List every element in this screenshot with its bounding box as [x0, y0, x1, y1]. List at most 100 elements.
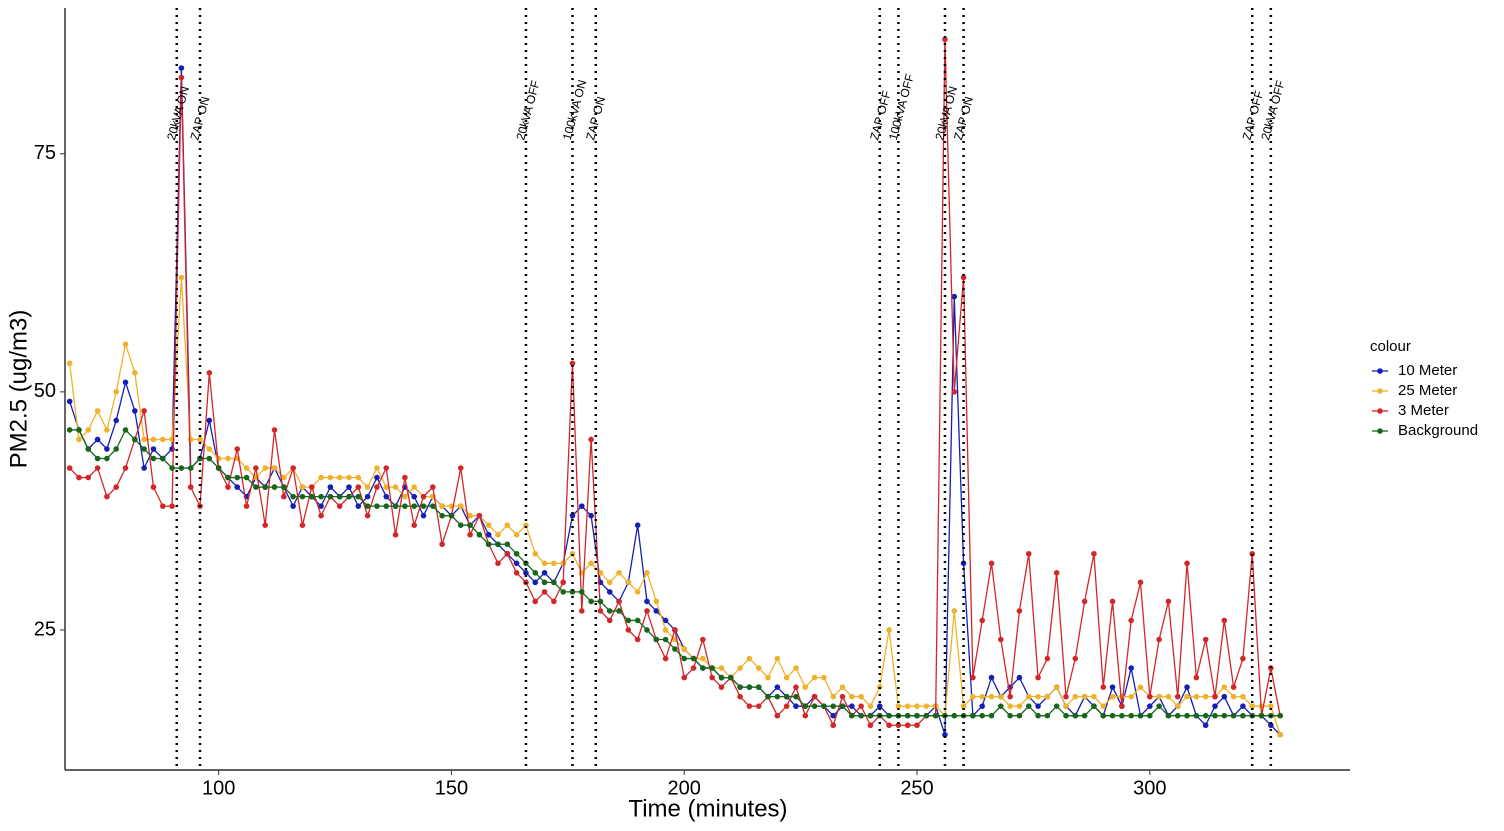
- data-point: [1109, 712, 1116, 719]
- data-point: [662, 617, 669, 624]
- data-point: [551, 560, 557, 567]
- data-point: [1221, 693, 1228, 700]
- data-point: [485, 531, 492, 538]
- data-point: [1174, 703, 1181, 709]
- data-point: [187, 484, 194, 490]
- data-point: [1156, 693, 1162, 700]
- data-point: [383, 493, 390, 500]
- data-point: [346, 484, 352, 490]
- data-point: [197, 455, 203, 462]
- data-point: [113, 417, 120, 424]
- data-point: [765, 674, 771, 681]
- data-point: [187, 436, 194, 443]
- data-point: [364, 484, 371, 490]
- data-point: [690, 655, 697, 662]
- data-point: [457, 522, 464, 529]
- event-label: ZAP ON: [583, 95, 608, 142]
- x-tick-label: 200: [668, 777, 701, 799]
- data-point: [262, 465, 268, 471]
- data-point: [551, 598, 557, 605]
- data-point: [690, 665, 697, 671]
- data-point: [523, 570, 529, 576]
- data-point: [467, 522, 473, 529]
- data-point: [513, 560, 520, 567]
- data-point: [774, 684, 781, 690]
- data-point: [765, 693, 771, 700]
- data-point: [1072, 693, 1079, 700]
- data-point: [1137, 579, 1144, 586]
- data-point: [1165, 712, 1172, 719]
- data-point: [392, 531, 399, 538]
- data-point: [76, 436, 82, 443]
- data-point: [616, 598, 622, 605]
- data-point: [290, 503, 296, 509]
- data-point: [234, 474, 241, 481]
- data-point: [1240, 712, 1246, 719]
- data-point: [914, 722, 920, 729]
- data-point: [215, 465, 222, 471]
- data-point: [746, 684, 753, 690]
- data-point: [169, 503, 175, 509]
- data-point: [253, 465, 259, 471]
- x-tick-label: 250: [900, 777, 933, 799]
- data-point: [951, 608, 958, 614]
- data-point: [942, 36, 948, 43]
- data-point: [336, 493, 343, 500]
- data-point: [476, 512, 483, 519]
- data-point: [606, 589, 613, 595]
- data-point: [960, 274, 967, 281]
- data-point: [1230, 684, 1237, 690]
- data-point: [876, 703, 883, 709]
- data-point: [904, 712, 911, 719]
- data-point: [364, 503, 371, 509]
- data-point: [355, 503, 362, 509]
- data-point: [132, 408, 138, 414]
- y-axis-title: PM2.5 (ug/m3): [5, 310, 32, 469]
- data-point: [374, 503, 380, 509]
- data-point: [336, 503, 343, 509]
- data-point: [85, 427, 92, 433]
- data-point: [569, 360, 576, 367]
- data-point: [1035, 674, 1041, 681]
- data-point: [178, 74, 185, 81]
- data-point: [253, 484, 259, 490]
- data-point: [821, 703, 827, 709]
- data-point: [1202, 636, 1209, 643]
- data-point: [1184, 560, 1190, 567]
- data-point: [76, 474, 82, 481]
- data-point: [979, 712, 985, 719]
- data-point: [1081, 712, 1088, 719]
- data-point: [783, 674, 790, 681]
- data-point: [1184, 712, 1190, 719]
- data-point: [914, 712, 920, 719]
- data-point: [206, 455, 213, 462]
- event-label: 100kVA OFF: [886, 72, 917, 141]
- data-point: [1053, 684, 1060, 690]
- data-point: [495, 531, 501, 538]
- data-point: [1240, 655, 1246, 662]
- data-point: [979, 693, 985, 700]
- data-point: [923, 712, 930, 719]
- data-point: [308, 484, 315, 490]
- event-label: 20kVA OFF: [1258, 79, 1287, 142]
- data-point: [718, 684, 725, 690]
- data-point: [327, 493, 334, 500]
- data-point: [737, 684, 743, 690]
- data-point: [262, 522, 268, 529]
- data-point: [597, 598, 604, 605]
- data-point: [113, 389, 120, 395]
- data-point: [1268, 665, 1274, 671]
- data-point: [346, 493, 352, 500]
- data-point: [644, 608, 650, 614]
- data-point: [225, 484, 231, 490]
- data-point: [886, 722, 892, 729]
- data-point: [1091, 693, 1097, 700]
- data-point: [1230, 693, 1237, 700]
- data-point: [858, 703, 864, 709]
- data-point: [104, 446, 110, 452]
- data-point: [132, 436, 138, 443]
- data-point: [1174, 693, 1181, 700]
- data-point: [783, 703, 790, 709]
- data-point: [122, 379, 129, 386]
- data-point: [262, 484, 268, 490]
